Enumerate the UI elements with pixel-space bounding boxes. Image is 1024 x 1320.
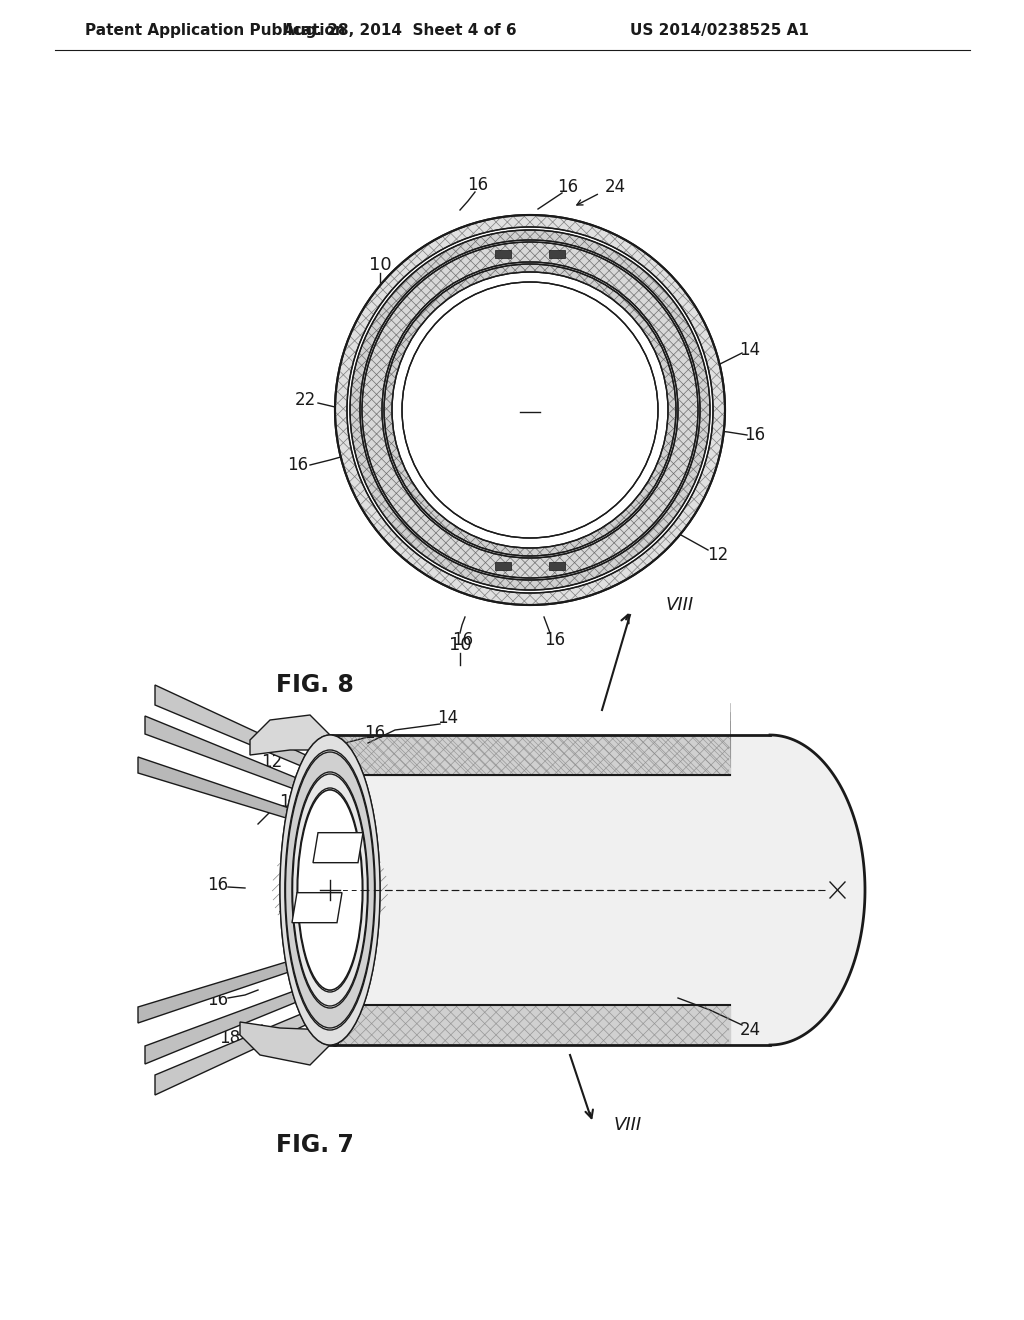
Polygon shape [145, 979, 325, 1064]
Bar [495, 251, 511, 259]
Text: 24: 24 [739, 1020, 761, 1039]
Circle shape [347, 227, 713, 593]
Bar [495, 561, 511, 570]
Ellipse shape [286, 752, 375, 1028]
Circle shape [335, 215, 725, 605]
Text: FIG. 7: FIG. 7 [276, 1133, 354, 1158]
Text: 12: 12 [261, 752, 283, 771]
Text: VIII: VIII [666, 597, 694, 614]
Bar [550, 251, 565, 259]
Text: 10: 10 [369, 256, 391, 275]
Text: 14: 14 [437, 709, 459, 727]
Polygon shape [330, 735, 770, 1045]
Polygon shape [240, 1022, 330, 1065]
Text: 22: 22 [325, 821, 346, 840]
Polygon shape [155, 1005, 325, 1096]
Ellipse shape [285, 750, 375, 1030]
Text: 16: 16 [208, 876, 228, 894]
Text: VIII: VIII [614, 1115, 642, 1134]
Text: 20: 20 [518, 392, 543, 412]
Text: 30: 30 [278, 899, 299, 917]
Text: FIG. 8: FIG. 8 [276, 673, 354, 697]
Ellipse shape [292, 772, 368, 1008]
Text: 22: 22 [294, 391, 315, 409]
Ellipse shape [280, 735, 380, 1045]
Circle shape [362, 242, 698, 578]
Text: 16: 16 [288, 455, 308, 474]
Text: 16: 16 [467, 176, 488, 194]
Text: Aug. 28, 2014  Sheet 4 of 6: Aug. 28, 2014 Sheet 4 of 6 [284, 22, 517, 37]
Text: US 2014/0238525 A1: US 2014/0238525 A1 [630, 22, 809, 37]
Ellipse shape [280, 735, 380, 1045]
Ellipse shape [298, 789, 362, 990]
Ellipse shape [286, 752, 375, 1028]
Polygon shape [292, 892, 342, 923]
Ellipse shape [298, 789, 362, 990]
Text: 24: 24 [604, 178, 626, 195]
Text: 14: 14 [739, 341, 761, 359]
Text: 12: 12 [708, 546, 729, 564]
Polygon shape [250, 715, 330, 755]
Ellipse shape [298, 789, 362, 990]
Text: 10: 10 [449, 636, 471, 653]
Circle shape [350, 230, 710, 590]
Text: 16: 16 [365, 723, 386, 742]
Polygon shape [770, 735, 865, 1045]
Text: 16: 16 [557, 178, 579, 195]
Ellipse shape [297, 788, 362, 993]
Polygon shape [145, 715, 325, 800]
Text: 16: 16 [453, 631, 473, 649]
Circle shape [392, 272, 668, 548]
Polygon shape [330, 735, 730, 775]
Text: 16: 16 [208, 991, 228, 1008]
Ellipse shape [285, 750, 375, 1030]
Text: Patent Application Publication: Patent Application Publication [85, 22, 346, 37]
Bar [550, 561, 565, 570]
Circle shape [402, 282, 658, 539]
Circle shape [384, 264, 676, 556]
Polygon shape [330, 1005, 730, 1045]
Ellipse shape [298, 789, 362, 990]
Text: 16: 16 [319, 1034, 341, 1051]
Circle shape [382, 261, 678, 558]
Text: 16: 16 [545, 631, 565, 649]
Polygon shape [155, 685, 325, 776]
Text: 16: 16 [744, 426, 766, 444]
Polygon shape [313, 833, 362, 863]
Circle shape [360, 240, 700, 579]
Polygon shape [138, 950, 325, 1023]
Ellipse shape [293, 774, 368, 1006]
Text: 20: 20 [309, 846, 331, 865]
Polygon shape [138, 756, 325, 830]
Ellipse shape [297, 788, 362, 993]
Text: 18: 18 [219, 1030, 241, 1047]
Ellipse shape [292, 772, 368, 1008]
Text: 16: 16 [280, 793, 301, 810]
Ellipse shape [293, 774, 368, 1006]
